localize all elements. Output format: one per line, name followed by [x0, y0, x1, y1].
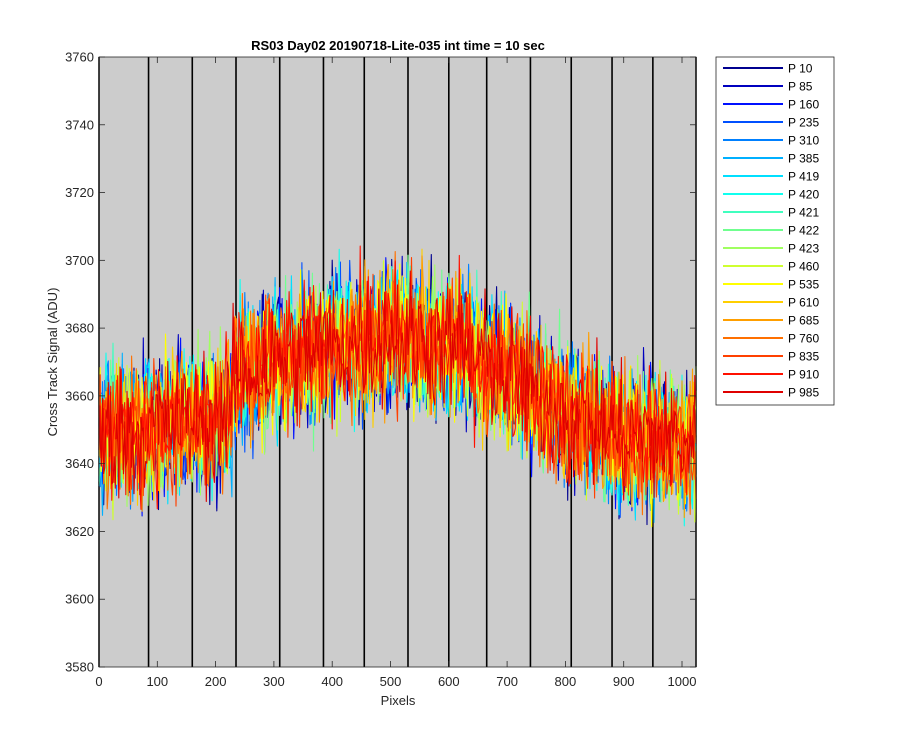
- legend-label-11: P 460: [788, 260, 819, 274]
- y-tick-label-2: 3620: [65, 524, 94, 539]
- y-tick-label-4: 3660: [65, 388, 94, 403]
- legend-label-13: P 610: [788, 296, 819, 310]
- x-tick-label-0: 0: [95, 674, 102, 689]
- x-tick-label-6: 600: [438, 674, 460, 689]
- x-axis-label: Pixels: [381, 693, 416, 708]
- legend-label-17: P 910: [788, 368, 819, 382]
- y-tick-label-0: 3580: [65, 660, 94, 675]
- y-tick-label-1: 3600: [65, 592, 94, 607]
- legend-label-18: P 985: [788, 386, 819, 400]
- plot-frame: [98, 56, 697, 668]
- legend-label-0: P 10: [788, 62, 813, 76]
- legend-label-3: P 235: [788, 116, 819, 130]
- x-tick-label-3: 300: [263, 674, 285, 689]
- series-line-17: [98, 245, 697, 510]
- x-tick-label-10: 1000: [668, 674, 697, 689]
- series-lines: [98, 245, 697, 528]
- x-tick-label-8: 800: [555, 674, 577, 689]
- legend-label-2: P 160: [788, 98, 819, 112]
- legend-label-6: P 419: [788, 170, 819, 184]
- legend-label-10: P 423: [788, 242, 819, 256]
- x-tick-label-7: 700: [496, 674, 518, 689]
- y-tick-label-9: 3760: [65, 50, 94, 65]
- legend-label-5: P 385: [788, 152, 819, 166]
- legend-label-14: P 685: [788, 314, 819, 328]
- legend-label-12: P 535: [788, 278, 819, 292]
- y-tick-label-5: 3680: [65, 321, 94, 336]
- x-tick-label-9: 900: [613, 674, 635, 689]
- legend: P 10 P 85 P 160 P 235 P 310 P 385 P 419 P 420 P …: [715, 56, 835, 406]
- y-axis-label: Cross Track Signal (ADU): [45, 288, 60, 437]
- series-line-16: [98, 256, 697, 507]
- x-axis: 0 100 200 300 400 500 600 700 800 900 1000: [95, 57, 696, 689]
- legend-label-1: P 85: [788, 80, 813, 94]
- y-tick-label-3: 3640: [65, 456, 94, 471]
- legend-label-4: P 310: [788, 134, 819, 148]
- series-line-18: [98, 270, 697, 503]
- chart-title: RS03 Day02 20190718-Lite-035 int time = …: [251, 38, 545, 53]
- x-tick-label-4: 400: [321, 674, 343, 689]
- y-tick-label-7: 3720: [65, 185, 94, 200]
- legend-label-7: P 420: [788, 188, 819, 202]
- x-tick-label-2: 200: [205, 674, 227, 689]
- legend-label-8: P 421: [788, 206, 819, 220]
- x-tick-label-5: 500: [380, 674, 402, 689]
- y-tick-label-8: 3740: [65, 117, 94, 132]
- legend-label-16: P 835: [788, 350, 819, 364]
- x-tick-label-1: 100: [146, 674, 168, 689]
- y-axis: 3580 3600 3620 3640 3660 3680 3700 3720 3740 3760: [65, 50, 696, 675]
- y-tick-label-6: 3700: [65, 253, 94, 268]
- legend-label-9: P 422: [788, 224, 819, 238]
- legend-label-15: P 760: [788, 332, 819, 346]
